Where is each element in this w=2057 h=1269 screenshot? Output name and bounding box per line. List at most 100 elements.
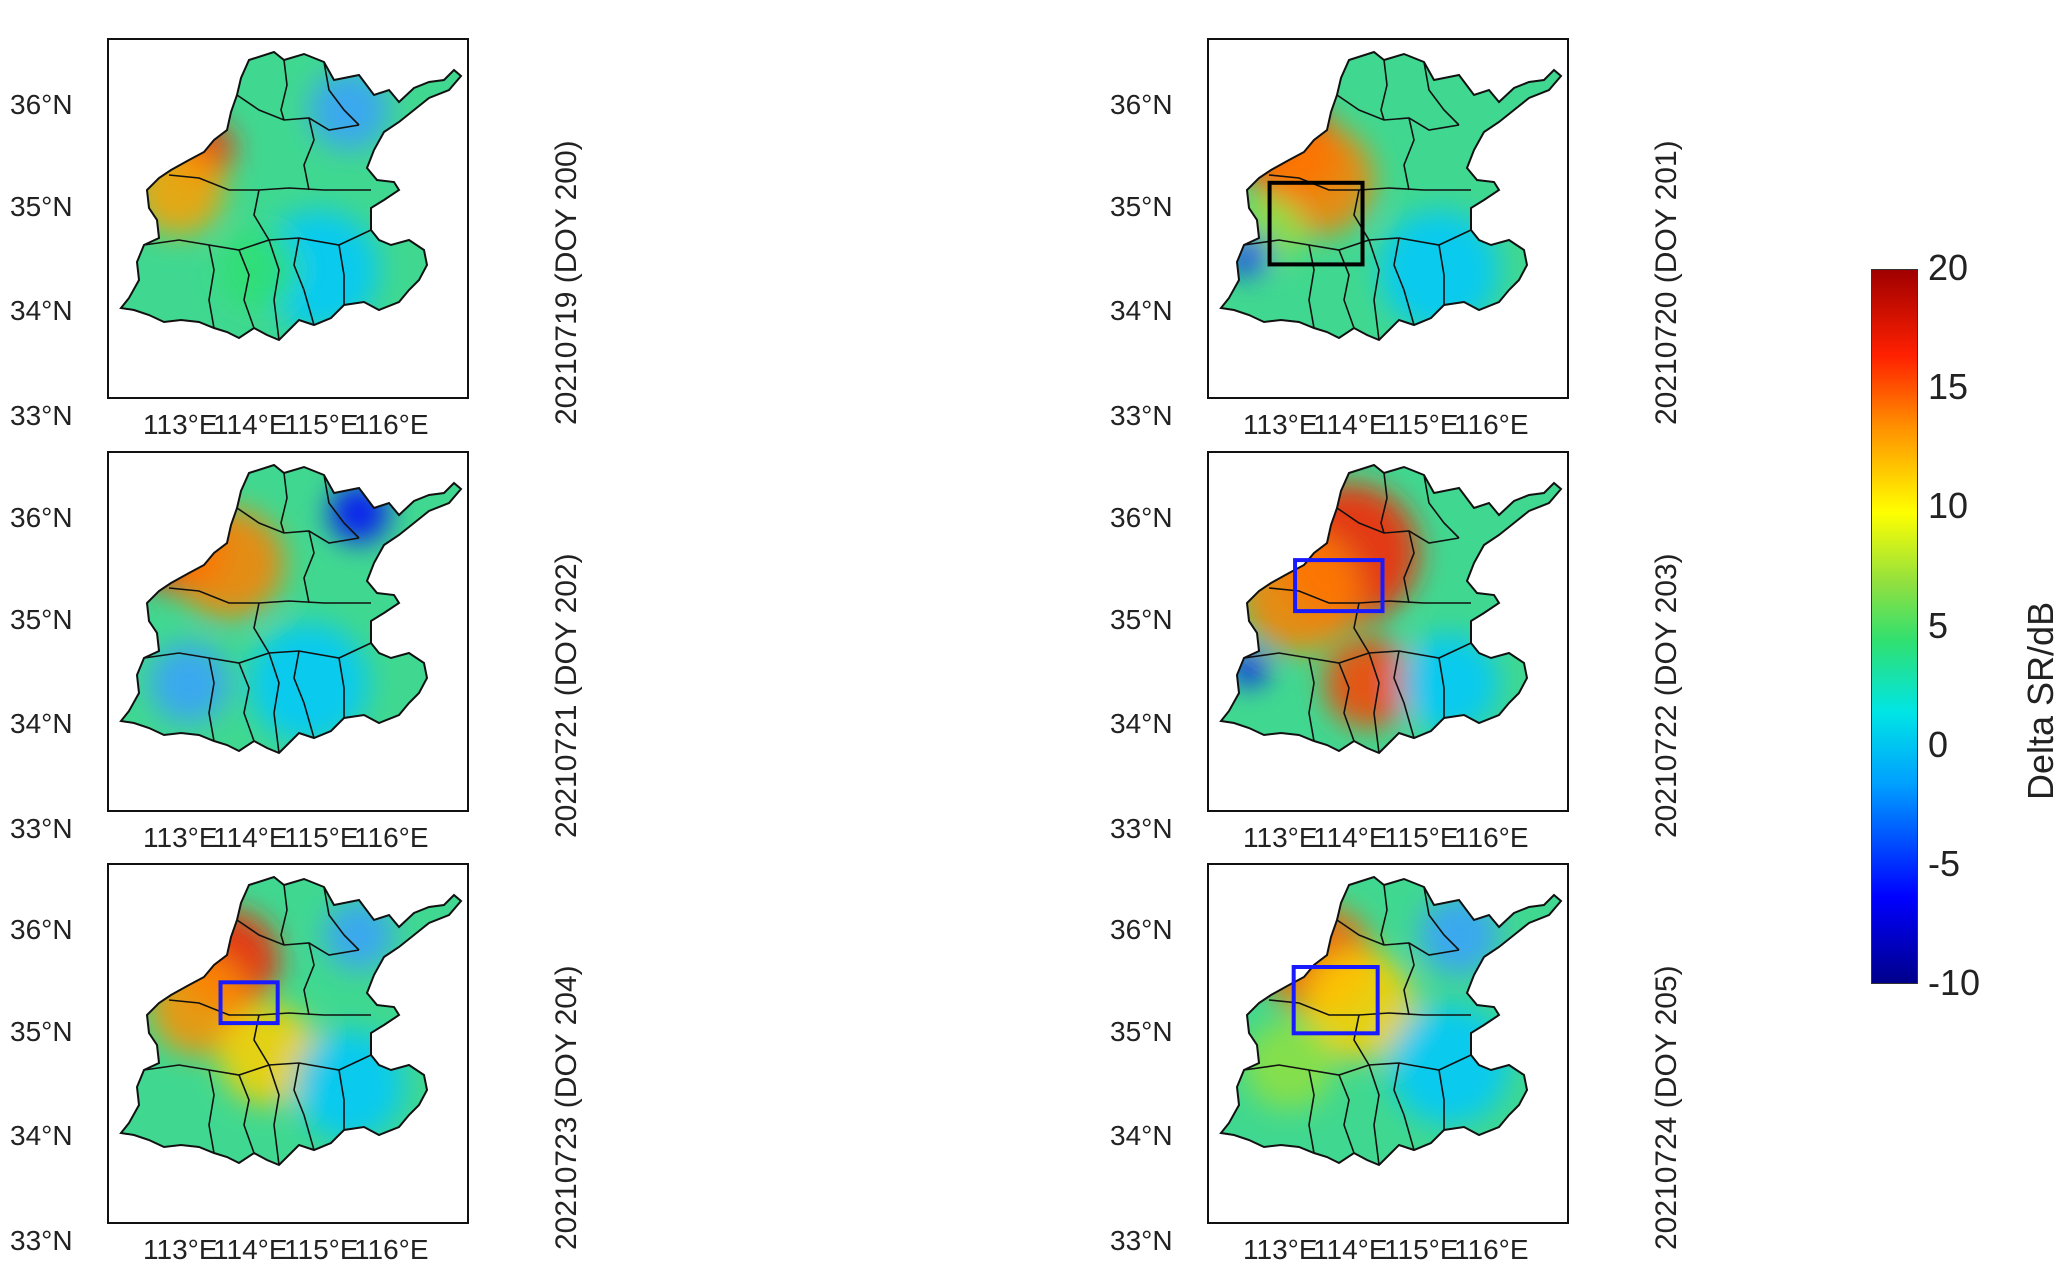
city-boundary — [338, 657, 345, 718]
lat-tick-label: 33°N — [1110, 400, 1173, 431]
city-boundary — [268, 652, 280, 753]
city-boundary — [208, 244, 215, 329]
heat-patch — [249, 623, 369, 743]
colorbar-tick-label: 10 — [1928, 485, 1969, 527]
city-boundary — [208, 657, 215, 742]
city-boundary — [238, 662, 255, 742]
city-boundary — [303, 117, 315, 191]
map-panel: 36°N 35°N 34°N 33°N 113°E 114°E 115°E 116°E 2021… — [0, 30, 583, 440]
lon-tick-label: 113°E — [1243, 409, 1318, 440]
colorbar-tick-label: 5 — [1928, 604, 1949, 646]
city-boundary — [323, 886, 360, 951]
highlight-box — [1293, 558, 1385, 614]
city-boundary — [1423, 61, 1460, 126]
lon-tick-label: 113°E — [143, 409, 218, 440]
map-panel: 36°N 35°N 34°N 33°N 113°E 114°E 115°E 116°E 2021… — [1100, 855, 1683, 1265]
city-boundary — [1423, 474, 1460, 539]
panel-date-label: 20210720 (DOY 201) — [1650, 140, 1683, 425]
city-boundary — [280, 59, 288, 121]
lon-tick-label: 114°E — [1313, 822, 1388, 853]
city-boundary — [280, 884, 288, 946]
lon-tick-label: 115°E — [284, 409, 359, 440]
city-boundary — [303, 530, 315, 604]
lon-tick-label: 116°E — [354, 1234, 429, 1265]
heat-patch — [1399, 633, 1499, 733]
lat-tick-label: 36°N — [1110, 914, 1173, 945]
lon-tick-label: 116°E — [1454, 409, 1529, 440]
panel-date-label: 20210723 (DOY 204) — [550, 965, 583, 1250]
province-outline — [1219, 50, 1563, 342]
lat-tick-label: 35°N — [1110, 604, 1173, 635]
city-boundary — [268, 239, 280, 340]
delta-sr-map — [119, 463, 463, 755]
city-boundary — [1380, 59, 1388, 121]
city-boundary — [1393, 650, 1415, 739]
lon-tick-label: 114°E — [213, 409, 288, 440]
lon-tick-label: 116°E — [354, 822, 429, 853]
city-boundary — [143, 229, 372, 251]
city-boundary — [1438, 1069, 1445, 1130]
lat-tick-label: 34°N — [1110, 708, 1173, 739]
lat-tick-label: 33°N — [10, 400, 73, 431]
city-boundary — [1380, 472, 1388, 534]
colorbar-tick-label: 20 — [1928, 247, 1969, 288]
city-boundary — [1243, 642, 1472, 664]
city-boundary — [1336, 94, 1460, 131]
city-boundary — [143, 642, 372, 664]
delta-sr-map — [1219, 875, 1563, 1167]
city-boundary — [323, 474, 360, 539]
province-outline — [119, 463, 463, 755]
city-boundary — [238, 1074, 255, 1154]
heat-patch — [309, 70, 389, 150]
highlight-box — [1291, 965, 1380, 1036]
lat-tick-label: 36°N — [10, 89, 73, 120]
city-boundary — [1438, 244, 1445, 305]
lon-tick-label: 113°E — [143, 1234, 218, 1265]
city-boundary — [1308, 657, 1315, 742]
heat-patch — [149, 643, 229, 723]
city-boundary — [143, 1054, 372, 1076]
delta-sr-map — [119, 875, 463, 1167]
colorbar-title: Delta SR/dB — [2020, 601, 2057, 800]
province-outline — [1219, 463, 1563, 755]
lat-tick-label: 35°N — [10, 191, 73, 222]
city-boundary — [1380, 884, 1388, 946]
city-boundary — [1393, 237, 1415, 326]
lat-tick-label: 34°N — [10, 295, 73, 326]
lat-tick-label: 36°N — [1110, 89, 1173, 120]
map-frame — [1207, 38, 1569, 399]
province-outline — [119, 50, 463, 342]
map-frame — [107, 451, 469, 812]
highlight-box — [1267, 180, 1365, 267]
lat-tick-label: 36°N — [10, 502, 73, 533]
city-boundary — [293, 237, 315, 326]
lat-tick-label: 35°N — [1110, 191, 1173, 222]
lon-tick-label: 113°E — [143, 822, 218, 853]
city-boundary — [1423, 886, 1460, 951]
lat-tick-label: 36°N — [10, 914, 73, 945]
map-panel: 36°N 35°N 34°N 33°N 113°E 114°E 115°E 116°E 2021… — [1100, 443, 1683, 853]
colorbar-tick-label: 0 — [1928, 723, 1949, 765]
heat-patch — [219, 1005, 319, 1105]
lat-tick-label: 33°N — [1110, 1225, 1173, 1256]
heat-patch — [1244, 1020, 1334, 1110]
city-boundary — [1353, 1014, 1370, 1066]
colorbar-tick-label: 15 — [1928, 366, 1969, 408]
city-boundary — [236, 507, 360, 544]
map-panel: 36°N 35°N 34°N 33°N 113°E 114°E 115°E 116°E 2021… — [1100, 30, 1683, 440]
map-panel: 36°N 35°N 34°N 33°N 113°E 114°E 115°E 116°E 2021… — [0, 855, 583, 1265]
city-boundary — [338, 1069, 345, 1130]
province-outline — [119, 875, 463, 1167]
delta-sr-map — [119, 50, 463, 342]
lat-tick-label: 34°N — [10, 708, 73, 739]
map-frame — [107, 38, 469, 399]
colorbar-tick-label: -5 — [1928, 842, 1961, 884]
map-frame — [107, 863, 469, 1224]
map-panel: 36°N 35°N 34°N 33°N 113°E 114°E 115°E 116°E 2021… — [0, 443, 583, 853]
city-boundary — [1368, 652, 1380, 753]
heat-patch — [1379, 210, 1499, 330]
lon-tick-label: 115°E — [284, 822, 359, 853]
lat-tick-label: 34°N — [1110, 295, 1173, 326]
lon-tick-label: 114°E — [1313, 1234, 1388, 1265]
city-boundary — [1403, 942, 1415, 1016]
